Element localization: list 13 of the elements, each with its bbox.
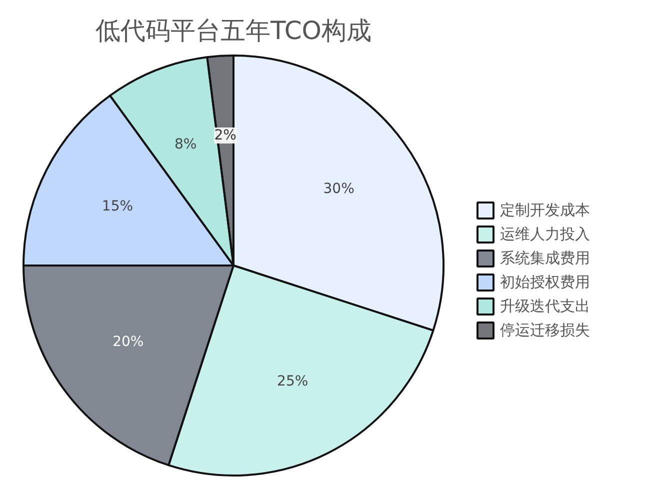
data-label: 25% [277,374,308,390]
data-label: 15% [102,198,134,214]
legend-label: 升级迭代支出 [500,296,590,316]
legend-label: 定制开发成本 [500,200,590,220]
legend-label: 停运迁移损失 [500,320,590,340]
data-label: 2% [214,128,236,144]
legend-label: 运维人力投入 [500,224,590,244]
legend-label: 初始授权费用 [500,272,590,292]
data-label: 30% [323,180,354,197]
legend-label: 系统集成费用 [500,248,590,268]
chart-title: 低代码平台五年TCO构成 [96,16,372,45]
data-label: 8% [174,136,197,152]
data-label: 20% [112,334,144,350]
